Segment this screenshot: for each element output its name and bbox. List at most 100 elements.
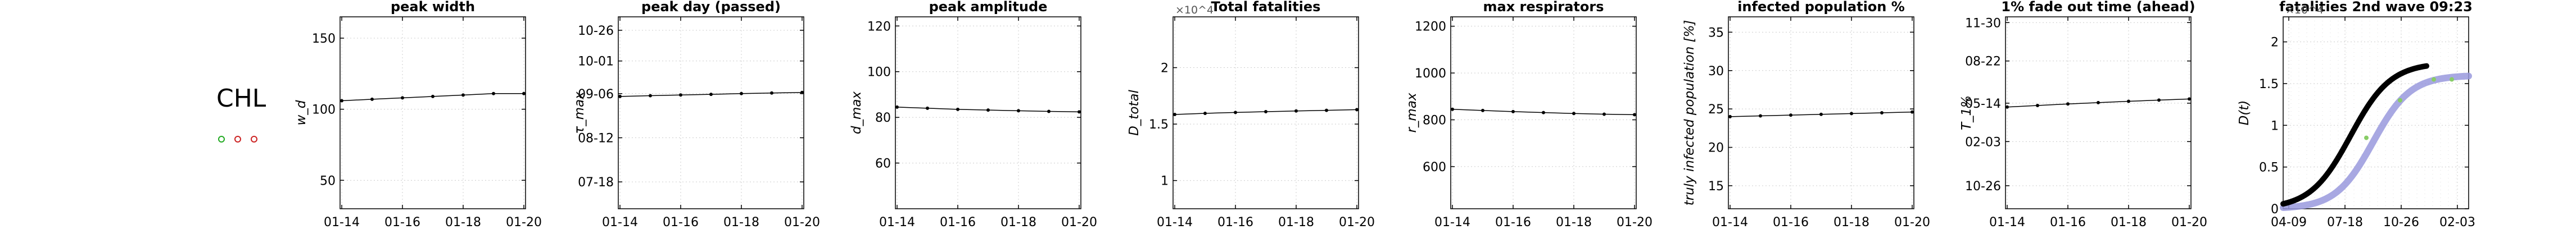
observed-point — [2424, 63, 2429, 69]
y-axis-label: τ_max — [572, 91, 587, 134]
data-point — [800, 90, 804, 94]
x-tick-label: 01-14 — [879, 215, 915, 230]
y-tick-label: 60 — [875, 157, 891, 171]
data-point — [1911, 110, 1914, 114]
x-tick-label: 01-16 — [1495, 215, 1531, 230]
indicator-2 — [234, 136, 241, 143]
x-tick-label: 01-20 — [2171, 215, 2207, 230]
y-axis-label: D_total — [1127, 89, 1142, 135]
data-point — [986, 108, 990, 112]
x-tick-label: 01-14 — [1712, 215, 1748, 230]
extra-point — [2364, 135, 2369, 140]
y-tick-label: 20 — [1708, 141, 1724, 155]
chart-title: 1% fade out time (ahead) — [2001, 0, 2195, 15]
plot-frame — [1172, 16, 1359, 209]
x-tick-label: 04-09 — [2271, 215, 2307, 230]
data-point — [1880, 111, 1884, 114]
y-tick-label: 30 — [1708, 65, 1724, 79]
y-tick-label: 08-22 — [1965, 55, 2001, 69]
data-point — [1173, 113, 1176, 117]
plot-frame — [1728, 16, 1914, 209]
chart-title: Total fatalities — [1211, 0, 1321, 15]
data-point — [1451, 107, 1454, 111]
chart-8: 0 0.5 1 1.5 2 04-09 07-18 10-26 02-03 fatalities … — [2237, 0, 2475, 230]
data-point — [2066, 102, 2070, 106]
extra-point — [2450, 77, 2454, 82]
x-tick-label: 01-18 — [1000, 215, 1036, 230]
status-indicators — [218, 136, 257, 143]
data-point — [2188, 97, 2191, 101]
x-tick-label: 10-26 — [2383, 215, 2419, 230]
y-tick-label: 2 — [2271, 36, 2279, 50]
y-tick-label: 10-26 — [1965, 180, 2001, 194]
x-tick-label: 01-16 — [1773, 215, 1809, 230]
x-tick-label: 01-20 — [784, 215, 820, 230]
data-point — [770, 91, 773, 95]
y-tick-label: 10-01 — [578, 55, 614, 69]
x-tick-label: 01-16 — [384, 215, 420, 230]
plot-frame — [618, 16, 804, 209]
chart-title: fatalities 2nd wave 09:23 — [2279, 0, 2473, 15]
data-point — [370, 97, 374, 101]
chart-title: peak amplitude — [929, 0, 1048, 15]
y-tick-label: 25 — [1708, 103, 1724, 117]
plot-frame — [2283, 16, 2469, 209]
x-tick-label: 01-14 — [1157, 215, 1193, 230]
x-tick-label: 02-03 — [2439, 215, 2475, 230]
data-point — [1355, 108, 1359, 112]
data-point — [1728, 114, 1732, 118]
chart-3: 60 80 100 120 01-14 01-16 01-18 01-20 peak ampli… — [849, 0, 1097, 230]
data-point — [1511, 109, 1515, 113]
data-point — [492, 91, 495, 95]
data-point — [1789, 113, 1792, 117]
y-tick-label: 15 — [1708, 180, 1724, 194]
data-point — [709, 93, 713, 97]
data-point — [1481, 108, 1484, 112]
x-tick-label: 07-18 — [2327, 215, 2363, 230]
plot-frame — [2005, 16, 2192, 209]
y-tick-label: 150 — [312, 32, 336, 46]
y-tick-label: 05-14 — [1965, 97, 2001, 111]
data-point — [1047, 109, 1051, 113]
y-tick-label: 800 — [1423, 114, 1446, 128]
x-tick-label: 01-20 — [1339, 215, 1375, 230]
data-point — [740, 91, 743, 95]
data-point — [895, 105, 899, 109]
chart-6: 15 20 25 30 35 01-14 01-16 01-18 01-20 infected p… — [1682, 0, 1930, 230]
y-tick-label: 11-30 — [1965, 16, 2001, 30]
chart-5: 600 800 1000 1200 01-14 01-16 01-18 01-20 max re… — [1405, 0, 1653, 230]
data-point — [2127, 99, 2130, 103]
data-point — [2097, 100, 2100, 104]
y-tick-label: 100 — [867, 66, 891, 80]
x-tick-label: 01-18 — [1556, 215, 1592, 230]
chart-1: 50 100 150 01-14 01-16 01-18 01-20 peak width w_… — [294, 0, 542, 230]
x-tick-label: 01-18 — [1278, 215, 1314, 230]
y-tick-label: 50 — [320, 174, 336, 188]
data-point — [956, 107, 959, 111]
x-tick-label: 01-16 — [940, 215, 976, 230]
y-tick-label: 1.5 — [1149, 118, 1169, 132]
y-tick-label: 80 — [875, 111, 891, 125]
data-point — [1017, 109, 1020, 113]
y-tick-label: 02-03 — [1965, 135, 2001, 149]
x-tick-label: 01-14 — [1434, 215, 1470, 230]
indicator-3 — [251, 136, 257, 143]
data-point — [679, 93, 682, 97]
data-point — [2036, 104, 2039, 108]
x-tick-label: 01-18 — [1833, 215, 1869, 230]
x-tick-label: 01-20 — [1617, 215, 1653, 230]
data-point — [618, 94, 622, 98]
plot-frame — [895, 16, 1081, 209]
x-tick-label: 01-18 — [2111, 215, 2147, 230]
x-tick-label: 01-14 — [602, 215, 638, 230]
y-tick-label: 1 — [2271, 119, 2279, 133]
chart-title: peak width — [391, 0, 475, 15]
data-point — [431, 94, 434, 98]
data-point — [1078, 110, 1081, 114]
x-tick-label: 01-20 — [1061, 215, 1097, 230]
scale-note: ×10^4 — [1175, 4, 1214, 16]
scale-note: ×10^4 — [2285, 4, 2324, 16]
extra-point — [2432, 77, 2436, 82]
chart-2: 07-18 08-12 09-06 10-01 10-26 01-14 01-16 01-18… — [572, 0, 820, 230]
